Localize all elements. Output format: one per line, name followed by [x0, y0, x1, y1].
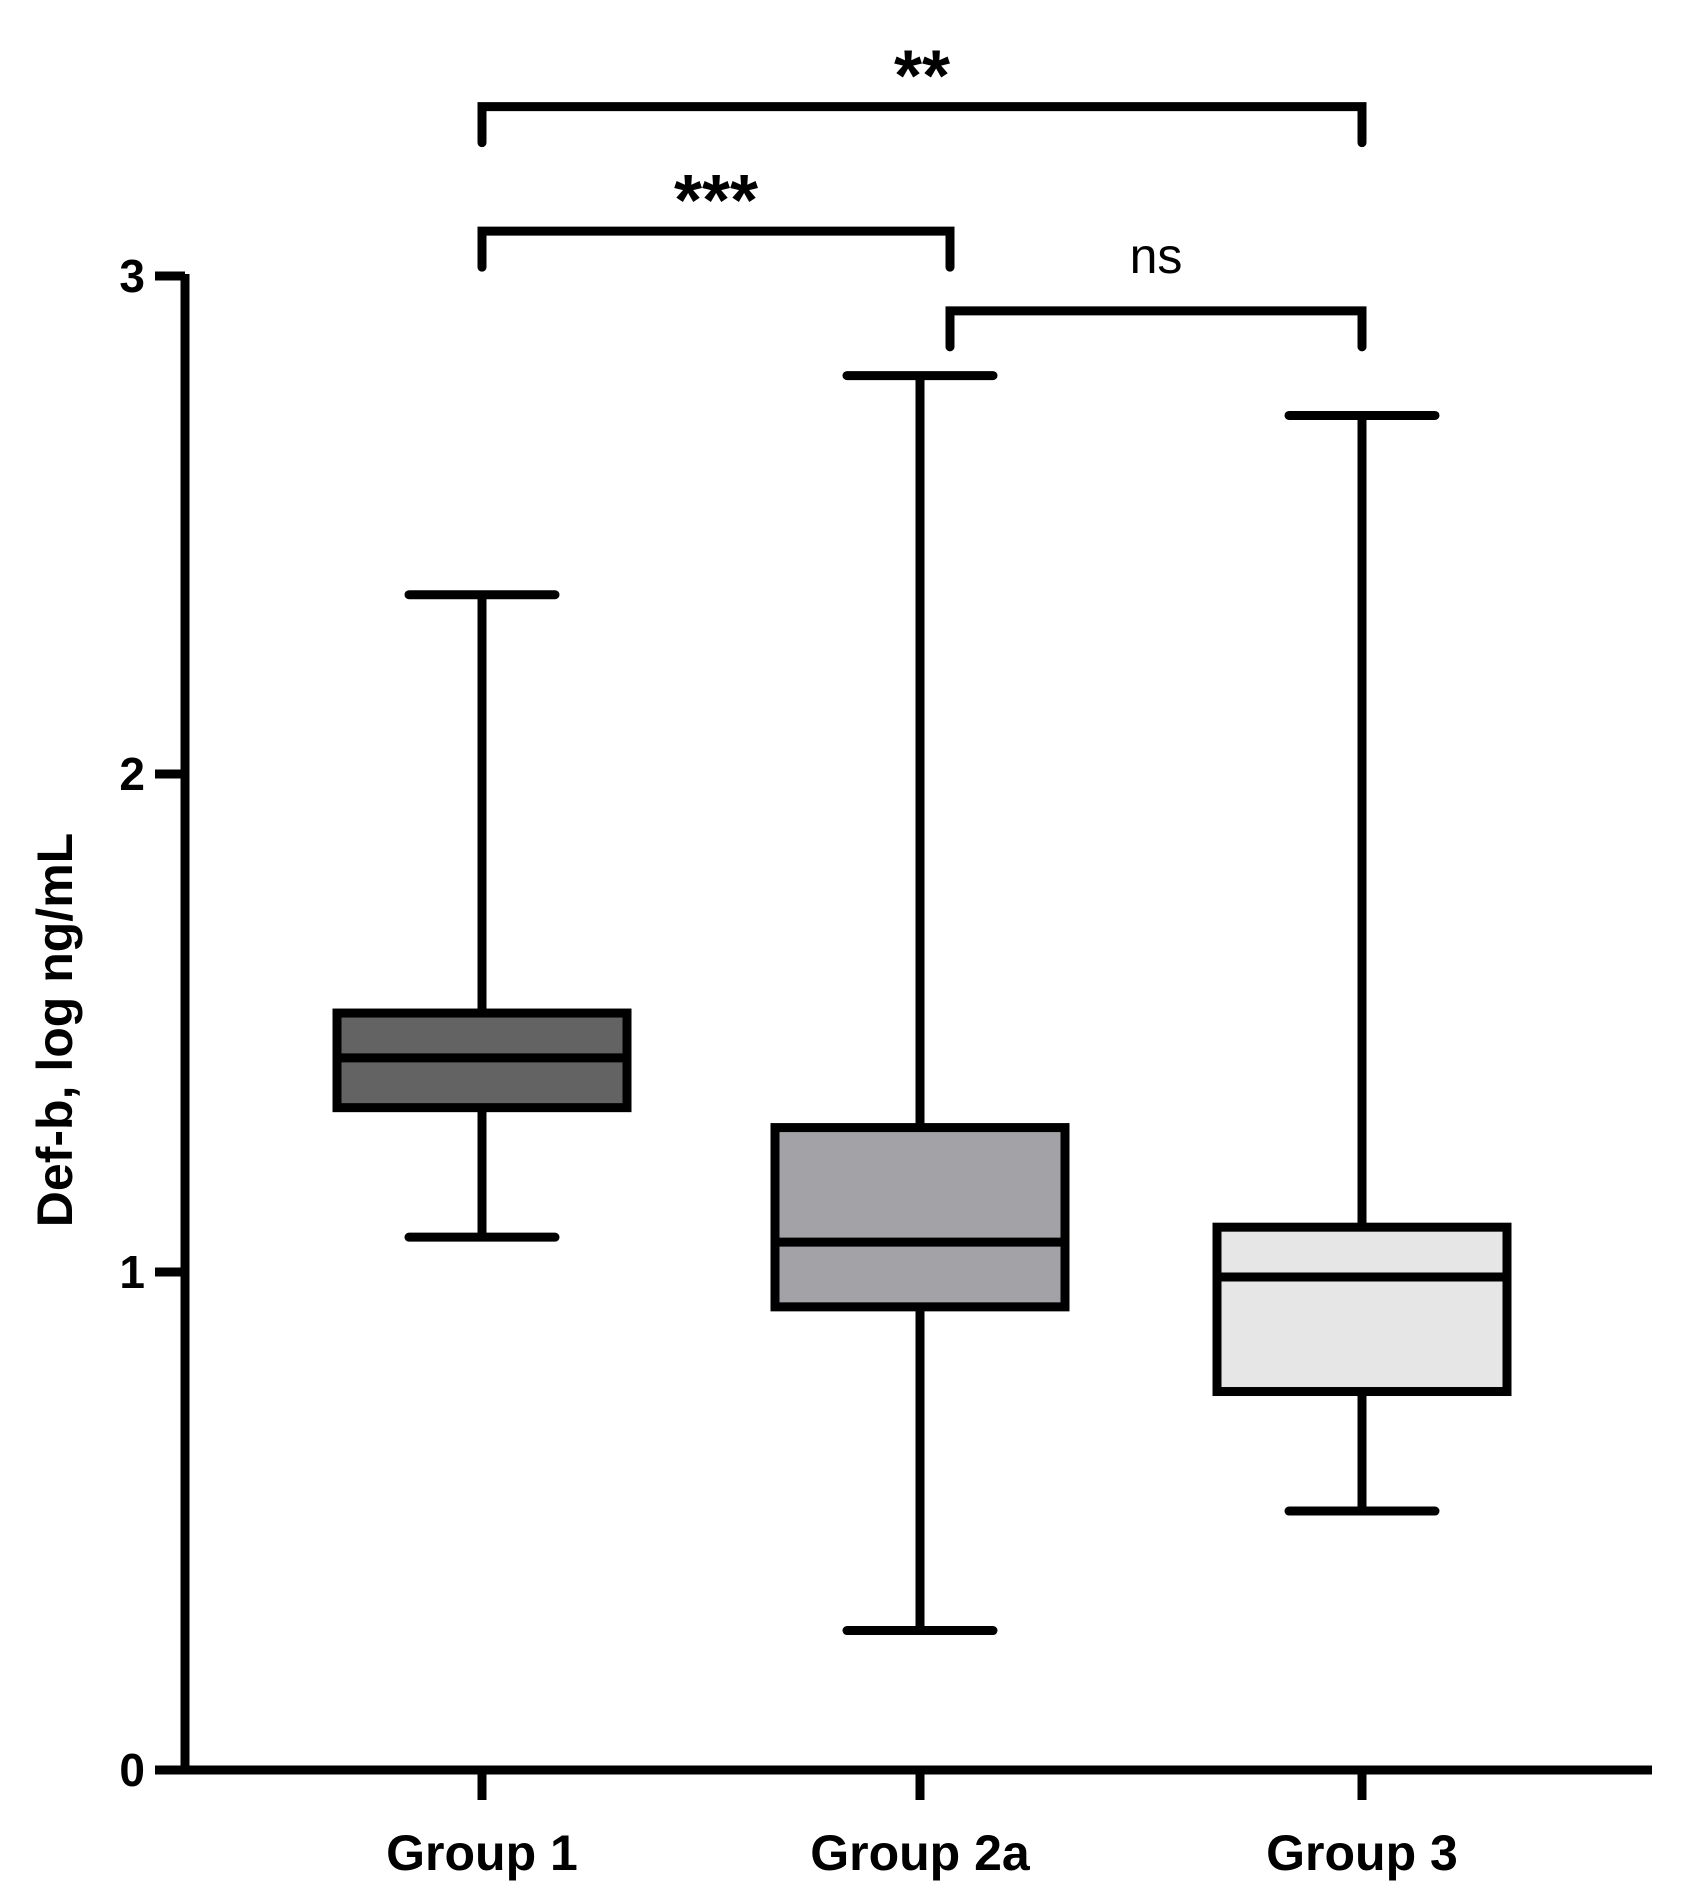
significance-label: ns: [1130, 228, 1183, 284]
y-tick-label: 0: [119, 1744, 145, 1796]
significance-bracket: ***: [477, 161, 955, 272]
significance-bracket: ns: [945, 228, 1367, 352]
significance-bracket: **: [477, 37, 1367, 148]
bracket-line: [477, 226, 955, 272]
boxes: [332, 371, 1512, 1636]
significance-label: ***: [674, 161, 758, 241]
box-iqr: [1212, 1222, 1512, 1397]
box-group-2a: [770, 371, 1070, 1636]
box-iqr: [770, 1123, 1070, 1312]
x-tick-label: Group 3: [1266, 1825, 1458, 1881]
y-axis-label: Def-b, log ng/mL: [27, 833, 83, 1227]
x-tick-label: Group 2a: [810, 1825, 1031, 1881]
x-tick-label: Group 1: [386, 1825, 578, 1881]
axes: 0 1 2 3 Group 1 Group 2a Group 3: [119, 250, 1652, 1881]
box-group-3: [1212, 410, 1512, 1516]
significance-label: **: [894, 37, 950, 117]
significance-brackets: *****ns: [477, 37, 1367, 352]
box-group-1: [332, 590, 632, 1242]
y-tick-label: 1: [119, 1246, 145, 1298]
bracket-line: [945, 306, 1367, 352]
y-tick-label: 2: [119, 748, 145, 800]
y-tick-label: 3: [119, 250, 145, 302]
bracket-line: [477, 102, 1367, 148]
